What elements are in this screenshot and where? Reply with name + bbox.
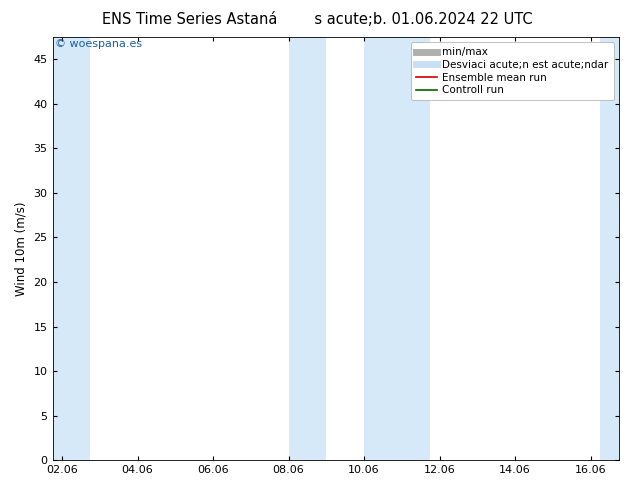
Y-axis label: Wind 10m (m/s): Wind 10m (m/s) bbox=[15, 201, 28, 296]
Bar bbox=[364, 37, 430, 460]
Bar bbox=[600, 37, 619, 460]
Bar bbox=[288, 37, 327, 460]
Text: ENS Time Series Astaná        s acute;b. 01.06.2024 22 UTC: ENS Time Series Astaná s acute;b. 01.06.… bbox=[101, 12, 533, 27]
Bar bbox=[53, 37, 90, 460]
Text: © woespana.es: © woespana.es bbox=[55, 39, 143, 49]
Legend: min/max, Desviaci acute;n est acute;ndar, Ensemble mean run, Controll run: min/max, Desviaci acute;n est acute;ndar… bbox=[411, 42, 614, 100]
